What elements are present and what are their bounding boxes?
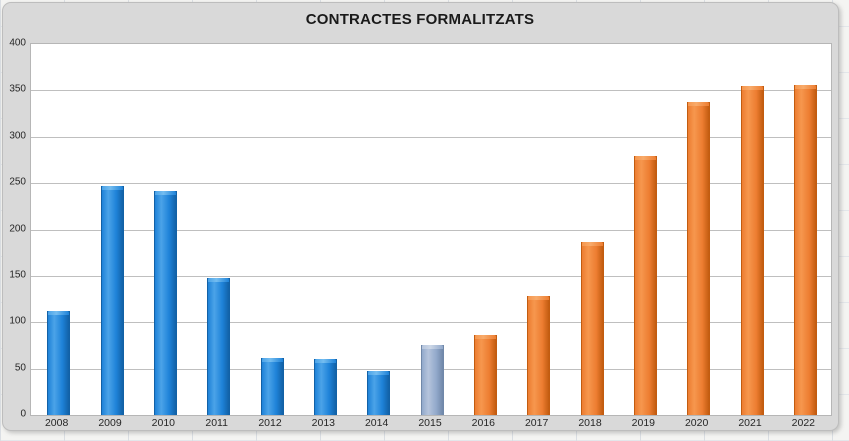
x-tick-label-2021: 2021: [738, 417, 762, 429]
plot-area: [30, 43, 832, 416]
y-tick-label-50: 50: [14, 362, 26, 374]
bar-top-cap: [582, 242, 603, 246]
y-tick-label-250: 250: [9, 176, 26, 188]
bar-top-cap: [475, 335, 496, 339]
gridline-200: [31, 229, 831, 231]
x-tick-label-2022: 2022: [791, 417, 815, 429]
bar-2016[interactable]: [474, 335, 497, 415]
x-tick-label-2010: 2010: [151, 417, 175, 429]
bar-top-cap: [102, 186, 123, 190]
bar-2021[interactable]: [741, 86, 764, 415]
x-tick-label-2017: 2017: [524, 417, 549, 429]
x-tick-label-2012: 2012: [258, 417, 282, 429]
bar-top-cap: [688, 102, 709, 106]
y-axis: 0 50 100 150 200 250 300 350 400: [0, 38, 26, 420]
y-tick-label-300: 300: [9, 130, 26, 142]
bar-2009[interactable]: [101, 186, 124, 415]
x-tick-label-2014: 2014: [364, 417, 389, 429]
chart-title: CONTRACTES FORMALITZATS: [305, 11, 535, 28]
x-tick-label-2018: 2018: [578, 417, 602, 429]
x-axis: 2008 2009 2010 2011 2012 2013 2014 2015 2016 2017…: [30, 414, 830, 432]
bar-2015[interactable]: [421, 345, 444, 415]
x-tick-label-2011: 2011: [205, 417, 228, 429]
x-tick-label-2015: 2015: [418, 417, 442, 429]
bar-top-cap: [315, 359, 336, 363]
bar-2017[interactable]: [527, 296, 550, 415]
x-tick-label-2019: 2019: [631, 417, 655, 429]
bar-2008[interactable]: [47, 311, 70, 415]
bar-top-cap: [742, 86, 763, 90]
bar-top-cap: [528, 296, 549, 300]
bar-2014[interactable]: [367, 371, 390, 415]
x-tick-label-2009: 2009: [98, 417, 122, 429]
bar-top-cap: [422, 345, 443, 349]
gridline-300: [31, 136, 831, 138]
y-tick-label-400: 400: [9, 37, 26, 49]
bar-top-cap: [635, 156, 656, 160]
gridline-250: [31, 183, 831, 185]
y-tick-label-0: 0: [20, 408, 26, 420]
x-tick-label-2008: 2008: [44, 417, 69, 429]
bar-2022[interactable]: [794, 85, 817, 415]
bar-2019[interactable]: [634, 156, 657, 415]
y-tick-label-200: 200: [9, 223, 26, 234]
bar-2013[interactable]: [314, 359, 337, 415]
y-tick-label-100: 100: [9, 315, 26, 327]
x-tick-label-2016: 2016: [471, 417, 495, 429]
gridline-350: [31, 90, 831, 92]
bar-2020[interactable]: [687, 102, 710, 415]
y-tick-label-150: 150: [9, 269, 26, 281]
bar-top-cap: [48, 311, 69, 315]
bar-top-cap: [262, 358, 283, 362]
bar-top-cap: [155, 191, 176, 195]
bar-2012[interactable]: [261, 358, 284, 415]
x-tick-label-2020: 2020: [684, 417, 709, 429]
bar-top-cap: [208, 278, 229, 282]
bar-2010[interactable]: [154, 191, 177, 415]
bar-2011[interactable]: [207, 278, 230, 415]
gridline-150: [31, 275, 831, 277]
x-tick-label-2013: 2013: [311, 417, 335, 429]
gridline-100: [31, 322, 831, 324]
bar-top-cap: [368, 371, 389, 375]
y-tick-label-350: 350: [9, 83, 26, 95]
bar-2018[interactable]: [581, 242, 604, 415]
bar-top-cap: [795, 85, 816, 89]
